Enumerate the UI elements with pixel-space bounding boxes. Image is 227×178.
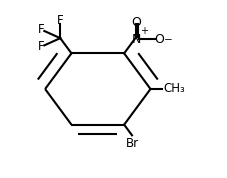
Text: O: O — [155, 33, 165, 46]
Text: F: F — [57, 14, 64, 27]
Text: F: F — [37, 40, 44, 53]
Text: F: F — [37, 23, 44, 36]
Text: N: N — [132, 33, 141, 46]
Text: +: + — [141, 26, 148, 36]
Text: CH₃: CH₃ — [163, 82, 185, 96]
Text: −: − — [164, 35, 172, 45]
Text: O: O — [131, 15, 141, 28]
Text: Br: Br — [126, 137, 138, 150]
